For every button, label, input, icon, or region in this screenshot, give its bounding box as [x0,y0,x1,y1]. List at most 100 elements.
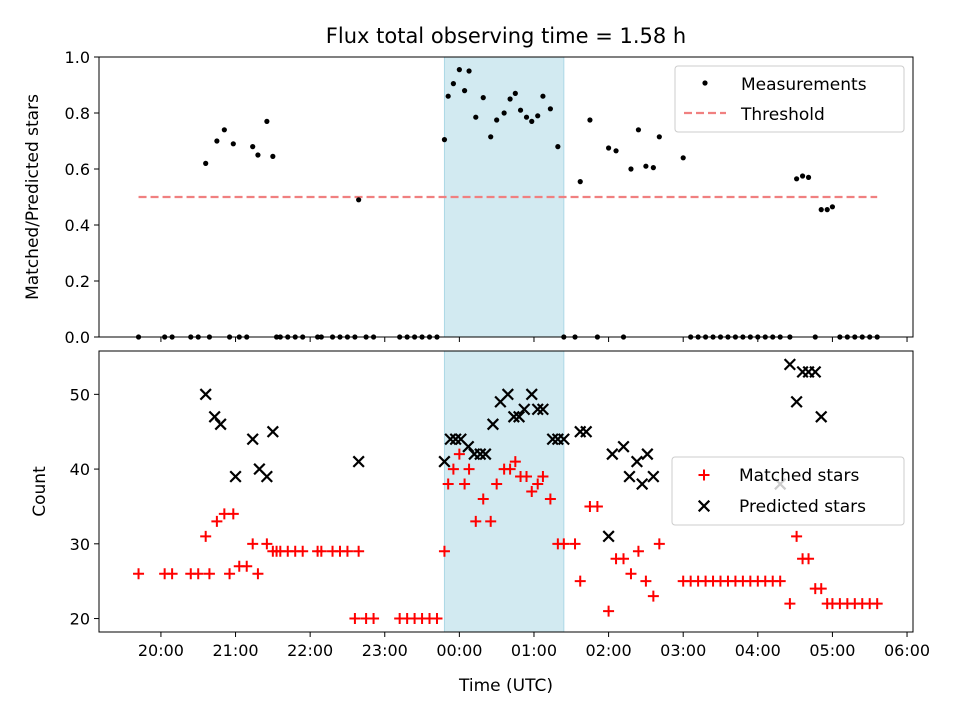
data-point [133,568,145,580]
data-point [501,388,514,401]
data-point [341,545,353,557]
y-tick-label: 0.4 [65,216,90,235]
data-point [523,114,530,120]
data-point [368,613,380,625]
data-point [199,388,212,401]
data-point [466,68,472,74]
series-predicted-stars [199,358,828,543]
data-point [227,508,239,520]
x-tick-label: 03:00 [660,641,706,660]
data-point [485,515,497,527]
data-point [517,107,524,113]
data-point [507,410,520,423]
data-point [540,93,546,99]
data-point [591,500,603,512]
data-point [264,118,270,124]
data-point [587,117,593,123]
data-point [501,110,507,116]
y-axis-label: Count [30,466,50,517]
data-point [532,478,544,490]
data-point [544,493,556,505]
legend: Measurements Threshold [674,65,905,133]
data-point [784,598,796,610]
x-tick-label: 21:00 [212,641,258,660]
data-point [463,463,475,475]
data-point [192,568,204,580]
data-point [473,114,479,120]
data-point [618,553,630,565]
data-point [266,425,279,438]
data-point [356,197,362,203]
data-point [447,463,459,475]
data-point [512,90,518,96]
y-axis-label: Matched/Predicted stars [23,94,43,300]
data-point [547,106,553,112]
data-point [643,163,649,169]
data-point [200,530,212,542]
data-point [224,568,236,580]
data-point [803,553,815,565]
data-point [442,478,454,490]
data-point [431,613,443,625]
data-point [815,583,827,595]
x-tick-label: 05:00 [809,641,855,660]
x-tick-label: 00:00 [436,641,482,660]
x-axis-label: Time (UTC) [458,676,553,696]
data-point [255,152,261,158]
data-point [488,134,494,140]
data-point [270,153,276,159]
data-point [577,179,583,185]
data-point [535,113,541,119]
data-point [507,96,513,102]
axes-frame [98,56,914,338]
data-point [438,545,450,557]
data-point [453,448,465,460]
data-point [214,138,220,144]
data-point [635,127,642,133]
data-point [603,605,615,617]
data-point [623,470,636,483]
data-point [214,418,227,431]
data-point [166,568,178,580]
data-point [241,560,253,572]
data-point [247,538,259,550]
data-point [647,470,660,483]
legend-label: Matched stars [739,466,859,486]
data-point [680,155,686,161]
data-point [632,545,644,557]
upper-panel: 0.0 0.2 0.4 0.6 0.8 1.0 Matched/Predicted star… [23,24,914,347]
legend-marker-measurements [702,80,708,86]
legend-marker-matched [698,469,710,481]
data-point [230,141,236,147]
data-point [605,145,612,151]
y-tick-label: 0.2 [65,272,90,291]
data-point [536,403,550,416]
data-point [512,410,526,423]
data-point [229,470,242,483]
data-point [783,358,796,371]
data-point [656,134,662,140]
data-point [450,81,456,87]
y-tick-label: 20 [70,610,90,629]
y-tick-label: 40 [70,460,90,479]
data-point [211,515,223,527]
data-point [580,425,593,438]
data-point [525,388,538,401]
data-point [829,204,836,210]
data-point [438,455,451,468]
data-point [537,471,549,483]
data-point [504,463,516,475]
series-matched-stars [133,448,883,625]
data-point [557,433,570,446]
data-point [558,538,570,550]
data-point [791,530,803,542]
series-measurements [135,67,880,340]
data-point [445,93,451,99]
data-point [650,165,656,171]
data-point [246,433,259,446]
data-point [349,613,361,625]
data-point [647,590,659,602]
data-point [441,137,448,143]
data-point [602,530,615,543]
